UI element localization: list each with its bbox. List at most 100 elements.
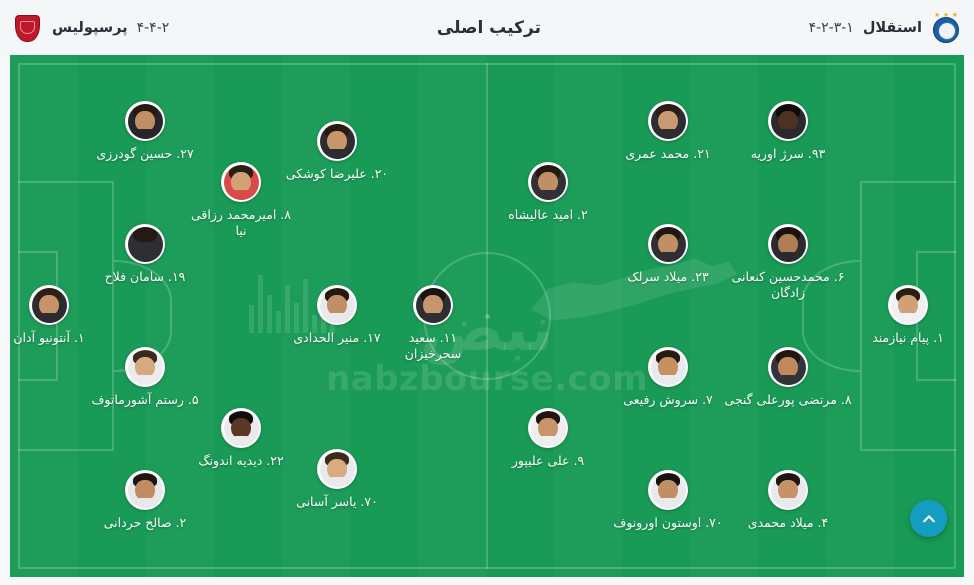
player-name-label: ۶. محمدحسین کنعانی زادگان <box>731 269 845 300</box>
player-name-label: ۷۰. یاسر آسانی <box>296 494 378 509</box>
home-team-block[interactable]: ★ ★ ★ استقلال ۴-۲-۳-۱ <box>809 12 962 43</box>
player-avatar <box>528 408 568 448</box>
esteghlal-crest-icon: ★ ★ ★ <box>931 12 962 43</box>
player-name-label: ۲. امید عالیشاه <box>508 207 588 222</box>
player-avatar <box>768 101 808 141</box>
player-avatar <box>29 285 69 325</box>
player-photo <box>127 472 163 508</box>
player-avatar <box>768 224 808 264</box>
player-photo <box>127 349 163 385</box>
player-avatar <box>317 285 357 325</box>
player-marker[interactable]: ۱۹. سامان فلاح <box>79 224 211 285</box>
player-avatar <box>648 347 688 387</box>
player-photo <box>770 103 806 139</box>
player-name-label: ۲۳. میلاد سرلک <box>627 269 709 284</box>
away-team-formation: ۴-۴-۲ <box>136 19 170 36</box>
player-name-label: ۹۳. سرژ اوریه <box>750 146 826 161</box>
player-photo <box>770 472 806 508</box>
player-marker[interactable]: ۹. علی علیپور <box>482 408 614 469</box>
player-marker[interactable]: ۲۷. حسین گودرزی <box>79 101 211 162</box>
player-avatar <box>125 224 165 264</box>
player-avatar <box>125 470 165 510</box>
player-marker[interactable]: ۷۰. یاسر آسانی <box>271 449 403 510</box>
player-photo <box>650 472 686 508</box>
page-title: ترکیب اصلی <box>436 17 541 38</box>
player-name-label: ۷۰. اوستون اورونوف <box>613 515 723 530</box>
player-photo <box>223 164 259 200</box>
player-marker[interactable]: ۲۲. دیدیه اندونگ <box>175 408 307 469</box>
player-avatar <box>221 408 261 448</box>
player-name-label: ۱. پیام نیازمند <box>872 330 944 345</box>
player-photo <box>650 226 686 262</box>
crest-stars-icon: ★ ★ ★ <box>934 11 958 19</box>
player-name-label: ۱۱. سعید سحرخیزان <box>404 330 462 361</box>
player-marker[interactable]: ۱۱. سعید سحرخیزان <box>367 285 499 362</box>
player-photo <box>770 226 806 262</box>
player-avatar <box>317 449 357 489</box>
player-marker[interactable]: ۹۳. سرژ اوریه <box>722 101 854 162</box>
player-photo <box>770 349 806 385</box>
player-photo <box>223 410 259 446</box>
player-name-label: ۲۷. حسین گودرزی <box>96 146 194 161</box>
player-avatar <box>768 470 808 510</box>
player-name-label: ۱. آنتونیو آدان <box>13 330 85 345</box>
player-name-label: ۲۲. دیدیه اندونگ <box>198 453 284 468</box>
penalty-box-right <box>860 181 956 451</box>
player-marker[interactable]: ۲. امید عالیشاه <box>482 162 614 223</box>
player-marker[interactable]: ۸. مرتضی پورعلی گنجی <box>722 347 854 408</box>
player-name-label: ۲. صالح حردانی <box>103 515 187 530</box>
scroll-to-top-button[interactable] <box>910 500 947 537</box>
player-name-label: ۷. سروش رفیعی <box>623 392 713 407</box>
player-marker[interactable]: ۱. آنتونیو آدان <box>10 285 115 346</box>
player-marker[interactable]: ۸. امیرمحمد رزاقی نیا <box>175 162 307 239</box>
player-name-label: ۴. میلاد محمدی <box>747 515 829 530</box>
player-photo <box>31 287 67 323</box>
player-marker[interactable]: ۲۱. محمد عمری <box>602 101 734 162</box>
player-marker[interactable]: ۱. پیام نیازمند <box>842 285 964 346</box>
pitch-center-spot <box>484 313 490 319</box>
lineup-header: ★ ★ ★ استقلال ۴-۲-۳-۱ ترکیب اصلی ۴-۴-۲ پرس… <box>0 0 974 55</box>
player-photo <box>319 451 355 487</box>
football-pitch: نبض nabzbourse.com ۱. آنتونیو آدان ۲. صال… <box>10 55 964 577</box>
player-marker[interactable]: ۲۰. علیرضا کوشکی <box>271 121 403 182</box>
player-name-label: ۲۰. علیرضا کوشکی <box>285 166 389 181</box>
player-avatar <box>221 162 261 202</box>
player-avatar <box>528 162 568 202</box>
player-marker[interactable]: ۶. محمدحسین کنعانی زادگان <box>722 224 854 301</box>
player-marker[interactable]: ۱۷. منیر الحدادی <box>271 285 403 346</box>
away-team-name: پرسپولیس <box>52 19 128 36</box>
player-avatar <box>888 285 928 325</box>
home-team-formation: ۴-۲-۳-۱ <box>808 19 854 36</box>
player-photo <box>415 287 451 323</box>
player-avatar <box>648 224 688 264</box>
player-photo <box>530 164 566 200</box>
chevron-up-icon <box>922 514 935 522</box>
player-photo <box>890 287 926 323</box>
player-name-label: ۸. مرتضی پورعلی گنجی <box>724 392 852 407</box>
player-photo <box>127 103 163 139</box>
player-name-label: ۵. رستم آشورماتوف <box>91 392 199 407</box>
player-marker[interactable]: ۷. سروش رفیعی <box>602 347 734 408</box>
player-marker[interactable]: ۲. صالح حردانی <box>79 470 211 531</box>
persepolis-crest-icon <box>12 12 43 43</box>
player-photo <box>530 410 566 446</box>
player-avatar <box>648 101 688 141</box>
player-marker[interactable]: ۴. میلاد محمدی <box>722 470 854 531</box>
player-name-label: ۱۷. منیر الحدادی <box>293 330 381 345</box>
player-marker[interactable]: ۷۰. اوستون اورونوف <box>602 470 734 531</box>
home-team-name: استقلال <box>862 19 922 36</box>
player-name-label: ۱۹. سامان فلاح <box>104 269 186 284</box>
player-name-label: ۲۱. محمد عمری <box>625 146 711 161</box>
player-marker[interactable]: ۵. رستم آشورماتوف <box>79 347 211 408</box>
away-team-block[interactable]: ۴-۴-۲ پرسپولیس <box>12 12 169 43</box>
player-avatar <box>125 101 165 141</box>
penalty-box-left <box>18 181 114 451</box>
player-photo <box>319 123 355 159</box>
pitch-touchline <box>18 63 956 569</box>
player-name-label: ۹. علی علیپور <box>511 453 585 468</box>
player-marker[interactable]: ۲۳. میلاد سرلک <box>602 224 734 285</box>
player-avatar <box>768 347 808 387</box>
player-avatar <box>317 121 357 161</box>
player-avatar <box>125 347 165 387</box>
